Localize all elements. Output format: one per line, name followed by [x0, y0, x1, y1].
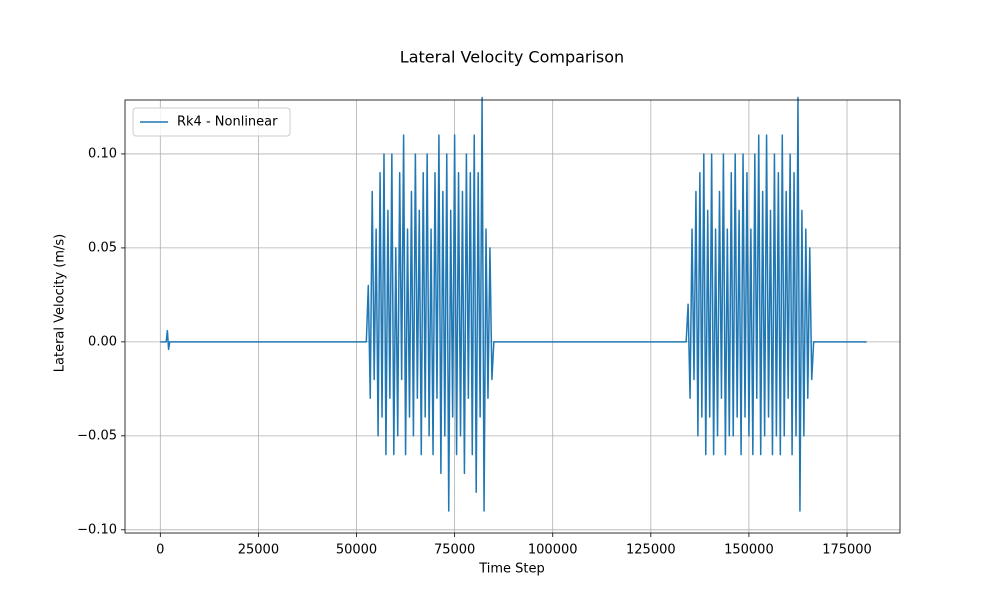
x-tick-label: 50000: [336, 543, 377, 558]
y-tick-label: 0.10: [88, 146, 117, 161]
chart-title: Lateral Velocity Comparison: [400, 48, 624, 67]
y-tick-label: 0.05: [88, 240, 117, 255]
y-axis-label: Lateral Velocity (m/s): [53, 234, 68, 372]
x-tick-label: 0: [156, 543, 164, 558]
x-tick-label: 75000: [434, 543, 475, 558]
plot-frame: [124, 99, 901, 534]
y-tick-label: −0.05: [77, 428, 117, 443]
y-tick-label: −0.10: [77, 522, 117, 537]
x-axis-label: Time Step: [478, 562, 545, 577]
x-tick-label: 25000: [238, 543, 279, 558]
legend-label: Rk4 - Nonlinear: [177, 115, 278, 130]
x-tick-label: 175000: [822, 543, 872, 558]
data-line: [160, 96, 867, 512]
x-tick-label: 150000: [724, 543, 774, 558]
y-tick-label: 0.00: [88, 334, 117, 349]
x-tick-label: 125000: [626, 543, 676, 558]
legend-box: [132, 107, 291, 137]
x-tick-label: 100000: [528, 543, 578, 558]
